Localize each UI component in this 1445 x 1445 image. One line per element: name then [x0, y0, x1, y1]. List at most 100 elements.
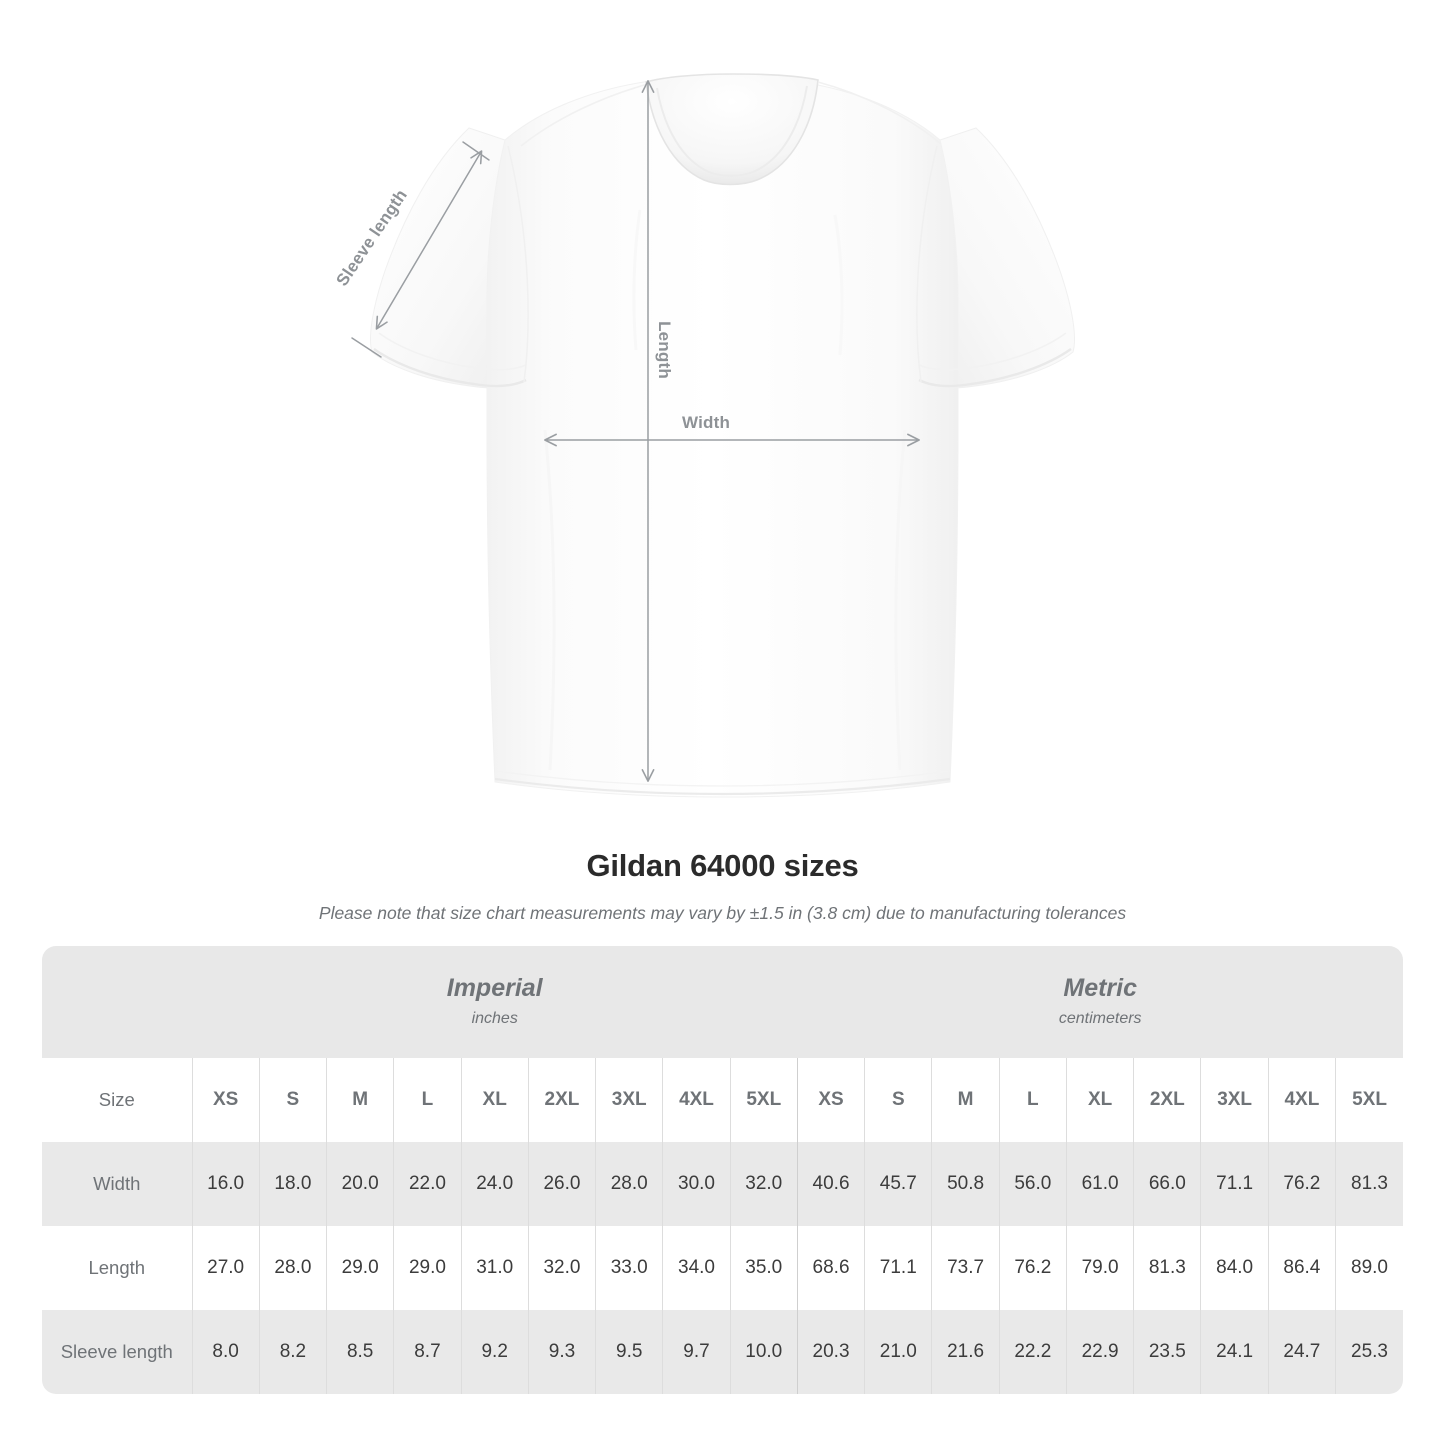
- cell-sleeve-length-metric-s: 21.0: [864, 1310, 932, 1394]
- cell-length-metric-l: 76.2: [998, 1226, 1067, 1310]
- cell-sleeve-length-imperial-xl: 9.2: [460, 1310, 529, 1394]
- size-header-imperial-2xl[interactable]: 2XL: [527, 1058, 596, 1142]
- size-header-imperial-xs[interactable]: XS: [191, 1058, 260, 1142]
- sleeve-cap-bottom: [351, 337, 382, 358]
- cell-width-imperial-l: 22.0: [393, 1142, 462, 1226]
- cell-width-metric-5xl: 81.3: [1335, 1142, 1403, 1226]
- size-header-metric-l[interactable]: L: [998, 1058, 1067, 1142]
- cell-length-imperial-3xl: 33.0: [595, 1226, 663, 1310]
- table-row: Sleeve length 8.0 8.2 8.5 8.7 9.2 9.3 9.5 9.7 10.…: [42, 1310, 1403, 1394]
- cell-sleeve-length-metric-xl: 22.9: [1065, 1310, 1134, 1394]
- unit-group-name: Metric: [1063, 974, 1138, 1002]
- cell-sleeve-length-imperial-m: 8.5: [326, 1310, 394, 1394]
- unit-group-name: Imperial: [446, 974, 543, 1002]
- unit-header-spacer: [42, 946, 192, 1058]
- cell-width-imperial-s: 18.0: [258, 1142, 327, 1226]
- cell-width-imperial-m: 20.0: [326, 1142, 394, 1226]
- cell-width-imperial-2xl: 26.0: [527, 1142, 596, 1226]
- table-row: Length 27.0 28.0 29.0 29.0 31.0 32.0 33.0 34.0 35…: [42, 1226, 1403, 1310]
- cell-sleeve-length-imperial-2xl: 9.3: [527, 1310, 596, 1394]
- cell-length-imperial-m: 29.0: [326, 1226, 394, 1310]
- cell-length-metric-s: 71.1: [864, 1226, 932, 1310]
- size-chart-table: Imperial inches Metric centimeters Size XS S M L…: [42, 946, 1403, 1394]
- tshirt-illustration: [351, 73, 1075, 798]
- cell-sleeve-length-imperial-3xl: 9.5: [595, 1310, 663, 1394]
- size-header-row: Size XS S M L XL 2XL 3XL 4XL 5XL XS S M L XL 2XL 3XL 4XL 5…: [42, 1058, 1403, 1142]
- cell-length-metric-3xl: 84.0: [1200, 1226, 1269, 1310]
- size-header-metric-3xl[interactable]: 3XL: [1200, 1058, 1269, 1142]
- cell-sleeve-length-metric-5xl: 25.3: [1335, 1310, 1403, 1394]
- cell-width-imperial-xl: 24.0: [460, 1142, 529, 1226]
- size-header-imperial-xl[interactable]: XL: [460, 1058, 529, 1142]
- cell-length-imperial-4xl: 34.0: [662, 1226, 731, 1310]
- cell-width-imperial-xs: 16.0: [191, 1142, 260, 1226]
- cell-width-metric-xs: 40.6: [796, 1142, 865, 1226]
- size-header-metric-2xl[interactable]: 2XL: [1133, 1058, 1201, 1142]
- cell-width-metric-l: 56.0: [998, 1142, 1067, 1226]
- cell-sleeve-length-metric-m: 21.6: [931, 1310, 1000, 1394]
- unit-group-metric: Metric centimeters: [797, 946, 1403, 1058]
- cell-length-metric-4xl: 86.4: [1267, 1226, 1336, 1310]
- size-header-metric-5xl[interactable]: 5XL: [1335, 1058, 1403, 1142]
- sleeve-dimension-arrow: [375, 150, 483, 330]
- cell-length-metric-xl: 79.0: [1065, 1226, 1134, 1310]
- cell-width-imperial-3xl: 28.0: [595, 1142, 663, 1226]
- length-label: Length: [654, 321, 674, 379]
- row-label-width: Width: [42, 1142, 192, 1226]
- cell-sleeve-length-metric-3xl: 24.1: [1200, 1310, 1269, 1394]
- tshirt-diagram: Sleeve length Length Width: [332, 73, 1075, 798]
- garment-shape: [370, 73, 1075, 798]
- tolerance-note: Please note that size chart measurements…: [318, 903, 1127, 923]
- size-header-metric-4xl[interactable]: 4XL: [1267, 1058, 1336, 1142]
- cell-length-imperial-l: 29.0: [393, 1226, 462, 1310]
- cell-sleeve-length-metric-l: 22.2: [998, 1310, 1067, 1394]
- width-label: Width: [682, 413, 731, 432]
- unit-group-imperial: Imperial inches: [192, 946, 798, 1058]
- cell-length-imperial-s: 28.0: [258, 1226, 327, 1310]
- cell-length-imperial-5xl: 35.0: [729, 1226, 798, 1310]
- size-header-metric-xl[interactable]: XL: [1065, 1058, 1134, 1142]
- sleeve-cap-top: [462, 141, 490, 161]
- cell-width-imperial-4xl: 30.0: [662, 1142, 731, 1226]
- unit-group-subtitle: centimeters: [1058, 1010, 1142, 1027]
- cell-sleeve-length-imperial-s: 8.2: [258, 1310, 327, 1394]
- size-header-imperial-5xl[interactable]: 5XL: [729, 1058, 798, 1142]
- unit-group-subtitle: inches: [471, 1010, 518, 1027]
- cell-length-imperial-xs: 27.0: [191, 1226, 260, 1310]
- cell-sleeve-length-imperial-4xl: 9.7: [662, 1310, 731, 1394]
- cell-sleeve-length-metric-xs: 20.3: [796, 1310, 865, 1394]
- cell-length-metric-xs: 68.6: [796, 1226, 865, 1310]
- row-label-length: Length: [42, 1226, 192, 1310]
- row-label-sleeve-length: Sleeve length: [42, 1310, 192, 1394]
- size-header-metric-xs[interactable]: XS: [796, 1058, 865, 1142]
- cell-width-metric-4xl: 76.2: [1267, 1142, 1336, 1226]
- size-chart-table-container: Imperial inches Metric centimeters Size XS S M L…: [42, 946, 1403, 1394]
- cell-length-imperial-xl: 31.0: [460, 1226, 529, 1310]
- cell-sleeve-length-imperial-l: 8.7: [393, 1310, 462, 1394]
- cell-length-imperial-2xl: 32.0: [527, 1226, 596, 1310]
- size-header-imperial-m[interactable]: M: [326, 1058, 394, 1142]
- size-header-imperial-l[interactable]: L: [393, 1058, 462, 1142]
- size-header-imperial-s[interactable]: S: [258, 1058, 327, 1142]
- size-header-metric-m[interactable]: M: [931, 1058, 1000, 1142]
- size-header-imperial-3xl[interactable]: 3XL: [595, 1058, 663, 1142]
- table-row: Width 16.0 18.0 20.0 22.0 24.0 26.0 28.0 30.0 32.…: [42, 1142, 1403, 1226]
- cell-width-metric-m: 50.8: [931, 1142, 1000, 1226]
- unit-group-header-row: Imperial inches Metric centimeters: [42, 946, 1403, 1058]
- size-header-imperial-4xl[interactable]: 4XL: [662, 1058, 731, 1142]
- cell-width-metric-3xl: 71.1: [1200, 1142, 1269, 1226]
- size-header-metric-s[interactable]: S: [864, 1058, 932, 1142]
- cell-sleeve-length-imperial-5xl: 10.0: [729, 1310, 798, 1394]
- cell-width-imperial-5xl: 32.0: [729, 1142, 798, 1226]
- cell-length-metric-5xl: 89.0: [1335, 1226, 1403, 1310]
- cell-sleeve-length-imperial-xs: 8.0: [191, 1310, 260, 1394]
- dimension-lines: [351, 80, 920, 782]
- cell-sleeve-length-metric-2xl: 23.5: [1133, 1310, 1201, 1394]
- page-title: Gildan 64000 sizes: [586, 848, 859, 883]
- cell-length-metric-m: 73.7: [931, 1226, 1000, 1310]
- cell-width-metric-xl: 61.0: [1065, 1142, 1134, 1226]
- cell-sleeve-length-metric-4xl: 24.7: [1267, 1310, 1336, 1394]
- cell-width-metric-s: 45.7: [864, 1142, 932, 1226]
- cell-length-metric-2xl: 81.3: [1133, 1226, 1201, 1310]
- cell-width-metric-2xl: 66.0: [1133, 1142, 1201, 1226]
